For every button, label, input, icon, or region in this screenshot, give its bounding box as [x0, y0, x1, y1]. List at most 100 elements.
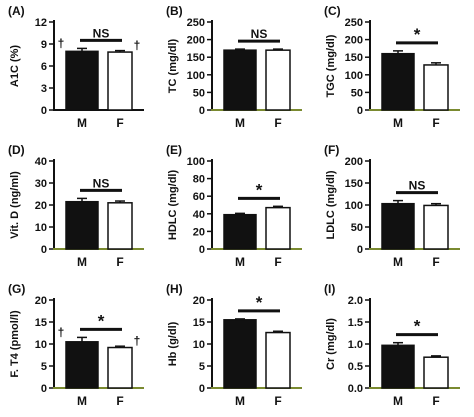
chart-svg: (E) HDLC (mg/dl) 0 20 40 60 80 100 M F *: [166, 143, 302, 269]
chart-panel: (E) HDLC (mg/dl) 0 20 40 60 80 100 M F *: [158, 139, 316, 278]
y-tick-label: 250: [345, 17, 363, 29]
y-tick-label: 100: [187, 70, 205, 82]
chart-svg: (H) Hb (g/dl) 0 5 10 15 20 M F *: [166, 282, 302, 408]
bar-m: [381, 202, 415, 250]
bar-f: [107, 51, 133, 111]
chart-svg: (D) Vit. D (ng/ml) 0 10 20 30 40 M F NS: [8, 143, 144, 269]
y-tick-label: 0: [357, 105, 363, 117]
y-tick-label: 200: [345, 35, 363, 47]
bar-f: [265, 206, 291, 250]
bar-f: [265, 331, 291, 389]
dagger-marker: †: [134, 334, 141, 348]
y-tick-label: 20: [35, 295, 47, 307]
y-axis-label: TGC (mg/dl): [325, 34, 337, 97]
bar-m: [65, 341, 99, 389]
bar-m: [381, 344, 415, 389]
chart-svg: (C) TGC (mg/dl) 0 50 100 150 200 250 M F *: [324, 4, 460, 130]
panel-letter: (C): [324, 4, 341, 18]
y-axis-label: Cr (mg/dl): [325, 318, 337, 370]
panel-letter: (I): [324, 282, 335, 296]
y-tick-label: 80: [193, 174, 205, 186]
category-label: F: [274, 255, 281, 269]
chart-svg: (F) LDLC (mg/dl) 0 50 100 150 200 M F NS: [324, 143, 460, 269]
y-tick-label: 0: [357, 244, 363, 256]
category-label: M: [393, 116, 403, 130]
chart-panel: (A) A1C (%) 0 3 6 9 12 M † F † NS: [0, 0, 158, 139]
y-tick-label: 150: [345, 178, 363, 190]
category-label: M: [77, 116, 87, 130]
category-label: M: [393, 255, 403, 269]
category-label: F: [432, 394, 439, 408]
chart-panel: (B) TC (mg/dl) 0 50 100 150 200 250 M F NS: [158, 0, 316, 139]
panel-letter: (F): [324, 143, 339, 157]
category-label: M: [235, 255, 245, 269]
y-tick-label: 0: [41, 244, 47, 256]
bar-f: [107, 346, 133, 389]
y-tick-label: 0: [199, 383, 205, 395]
y-tick-label: 150: [345, 52, 363, 64]
significance-label: *: [256, 180, 263, 199]
panel-letter: (D): [8, 143, 25, 157]
y-tick-label: 50: [351, 222, 363, 234]
significance-label: *: [98, 311, 105, 330]
category-label: F: [432, 255, 439, 269]
bar-m: [223, 213, 257, 250]
y-tick-label: 10: [193, 339, 205, 351]
bar-f: [423, 204, 449, 250]
y-tick-label: 15: [193, 317, 205, 329]
bar-f: [423, 356, 449, 389]
category-label: F: [274, 116, 281, 130]
bar-f: [423, 64, 449, 111]
y-tick-label: 15: [35, 317, 47, 329]
chart-panel: (H) Hb (g/dl) 0 5 10 15 20 M F *: [158, 278, 316, 417]
y-tick-label: 0: [199, 105, 205, 117]
y-tick-label: 150: [187, 52, 205, 64]
y-axis-label: Vit. D (ng/ml): [9, 171, 21, 239]
category-label: M: [393, 394, 403, 408]
chart-svg: (G) F. T4 (pmol/l) 0 5 10 15 20 M † F † *: [8, 282, 144, 408]
panel-letter: (H): [166, 282, 183, 296]
category-label: F: [116, 394, 123, 408]
category-label: F: [116, 116, 123, 130]
category-label: F: [432, 116, 439, 130]
category-label: M: [77, 394, 87, 408]
chart-panel: (D) Vit. D (ng/ml) 0 10 20 30 40 M F NS: [0, 139, 158, 278]
chart-svg: (A) A1C (%) 0 3 6 9 12 M † F † NS: [8, 4, 144, 130]
bar-f: [265, 49, 291, 111]
y-tick-label: 100: [187, 156, 205, 168]
y-tick-label: 20: [193, 295, 205, 307]
y-tick-label: 250: [187, 17, 205, 29]
y-tick-label: 40: [35, 156, 47, 168]
category-label: F: [274, 394, 281, 408]
bar-m: [381, 52, 415, 111]
panel-letter: (E): [166, 143, 182, 157]
chart-svg: (B) TC (mg/dl) 0 50 100 150 200 250 M F NS: [166, 4, 302, 130]
panel-letter: (G): [8, 282, 25, 296]
chart-panel: (I) Cr (mg/dl) 0.0 0.5 1.0 1.5 2.0 M F *: [316, 278, 474, 417]
y-tick-label: 12: [35, 17, 47, 29]
y-axis-label: A1C (%): [9, 45, 21, 88]
y-tick-label: 0: [41, 383, 47, 395]
y-tick-label: 20: [35, 200, 47, 212]
y-tick-label: 100: [345, 200, 363, 212]
y-axis-label: HDLC (mg/dl): [167, 170, 179, 241]
significance-label: *: [414, 25, 421, 44]
bar-m: [65, 200, 99, 250]
significance-label: *: [256, 293, 263, 312]
dagger-marker: †: [58, 36, 65, 50]
category-label: M: [77, 255, 87, 269]
y-tick-label: 100: [345, 70, 363, 82]
y-tick-label: 3: [41, 83, 47, 95]
y-tick-label: 6: [41, 61, 47, 73]
y-tick-label: 200: [345, 156, 363, 168]
chart-svg: (I) Cr (mg/dl) 0.0 0.5 1.0 1.5 2.0 M F *: [324, 282, 460, 408]
significance-label: NS: [93, 26, 110, 40]
chart-panel: (C) TGC (mg/dl) 0 50 100 150 200 250 M F *: [316, 0, 474, 139]
panel-letter: (B): [166, 4, 183, 18]
significance-label: NS: [93, 176, 110, 190]
y-tick-label: 10: [35, 222, 47, 234]
y-tick-label: 1.5: [348, 317, 363, 329]
y-tick-label: 60: [193, 191, 205, 203]
y-tick-label: 50: [351, 87, 363, 99]
chart-panel: (F) LDLC (mg/dl) 0 50 100 150 200 M F NS: [316, 139, 474, 278]
